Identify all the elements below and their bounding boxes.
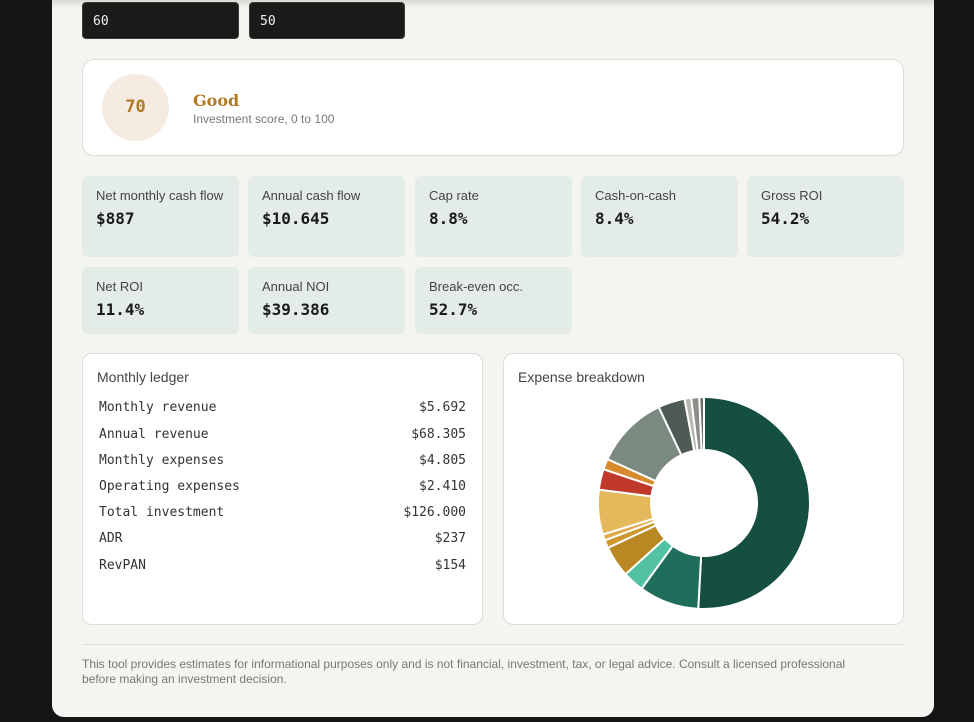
ledger-title: Monthly ledger <box>97 369 189 385</box>
metric-break-even-occupancy: Break-even occ. 52.7% <box>415 267 572 334</box>
ledger-row: Monthly revenue $5.692 <box>99 400 466 418</box>
metric-value: 11.4% <box>96 300 145 319</box>
top-scroll-shadow <box>52 0 934 8</box>
metric-label: Cash-on-cash <box>595 188 676 203</box>
donut-slice-14 <box>698 395 705 452</box>
metric-value: 8.4% <box>595 209 634 228</box>
ledger-label: ADR <box>99 531 123 546</box>
ledger-label: Total investment <box>99 505 225 520</box>
calculator-panel: 60 50 70 Good Investment score, 0 to 100… <box>52 0 934 717</box>
ledger-label: Monthly revenue <box>99 400 217 415</box>
metric-annual-noi: Annual NOI $39.386 <box>248 267 405 334</box>
metric-value: 54.2% <box>761 209 810 228</box>
footer-divider <box>82 644 904 645</box>
metric-label: Annual cash flow <box>262 188 361 203</box>
metric-label: Net ROI <box>96 279 143 294</box>
ledger-row: Operating expenses $2.410 <box>99 479 466 497</box>
metric-value: $10.645 <box>262 209 330 228</box>
ledger-label: RevPAN <box>99 558 146 573</box>
donut-slice-1 <box>697 395 811 610</box>
investment-score-card: 70 Good Investment score, 0 to 100 <box>82 59 904 156</box>
metric-value: 8.8% <box>429 209 468 228</box>
metric-label: Cap rate <box>429 188 479 203</box>
metric-value: 52.7% <box>429 300 478 319</box>
ledger-value: $237 <box>434 531 466 546</box>
metric-net-roi: Net ROI 11.4% <box>82 267 239 334</box>
metric-value: $887 <box>96 209 135 228</box>
metric-label: Net monthly cash flow <box>96 188 224 203</box>
ledger-value: $154 <box>434 558 466 573</box>
ledger-row: Total investment $126.000 <box>99 505 466 523</box>
ledger-row: RevPAN $154 <box>99 558 466 576</box>
ledger-row: Monthly expenses $4.805 <box>99 453 466 471</box>
ledger-row: Annual revenue $68.305 <box>99 427 466 445</box>
metric-cash-on-cash: Cash-on-cash 8.4% <box>581 176 738 257</box>
metric-label: Gross ROI <box>761 188 823 203</box>
metric-value: $39.386 <box>262 300 330 319</box>
ledger-value: $126.000 <box>403 505 466 520</box>
metric-net-monthly-cash-flow: Net monthly cash flow $887 <box>82 176 239 257</box>
ledger-value: $5.692 <box>419 400 466 415</box>
expense-breakdown-title: Expense breakdown <box>518 369 645 385</box>
monthly-ledger-card: Monthly ledger Monthly revenue $5.692 An… <box>82 353 483 625</box>
score-caption: Investment score, 0 to 100 <box>193 112 335 126</box>
ledger-label: Operating expenses <box>99 479 240 494</box>
metric-label: Annual NOI <box>262 279 330 294</box>
expense-breakdown-card: Expense breakdown <box>503 353 904 625</box>
metric-gross-roi: Gross ROI 54.2% <box>747 176 904 257</box>
ledger-row: ADR $237 <box>99 531 466 549</box>
metric-cap-rate: Cap rate 8.8% <box>415 176 572 257</box>
metric-label: Break-even occ. <box>429 279 523 294</box>
metric-annual-cash-flow: Annual cash flow $10.645 <box>248 176 405 257</box>
ledger-label: Monthly expenses <box>99 453 225 468</box>
expense-donut-chart <box>597 395 811 610</box>
score-badge: 70 <box>102 74 169 141</box>
ledger-label: Annual revenue <box>99 427 209 442</box>
ledger-value: $4.805 <box>419 453 466 468</box>
disclaimer-text: This tool provides estimates for informa… <box>82 657 846 686</box>
input-field-a[interactable]: 60 <box>82 2 239 39</box>
ledger-value: $68.305 <box>411 427 466 442</box>
input-field-b[interactable]: 50 <box>249 2 405 39</box>
score-rating: Good <box>193 91 240 110</box>
ledger-value: $2.410 <box>419 479 466 494</box>
